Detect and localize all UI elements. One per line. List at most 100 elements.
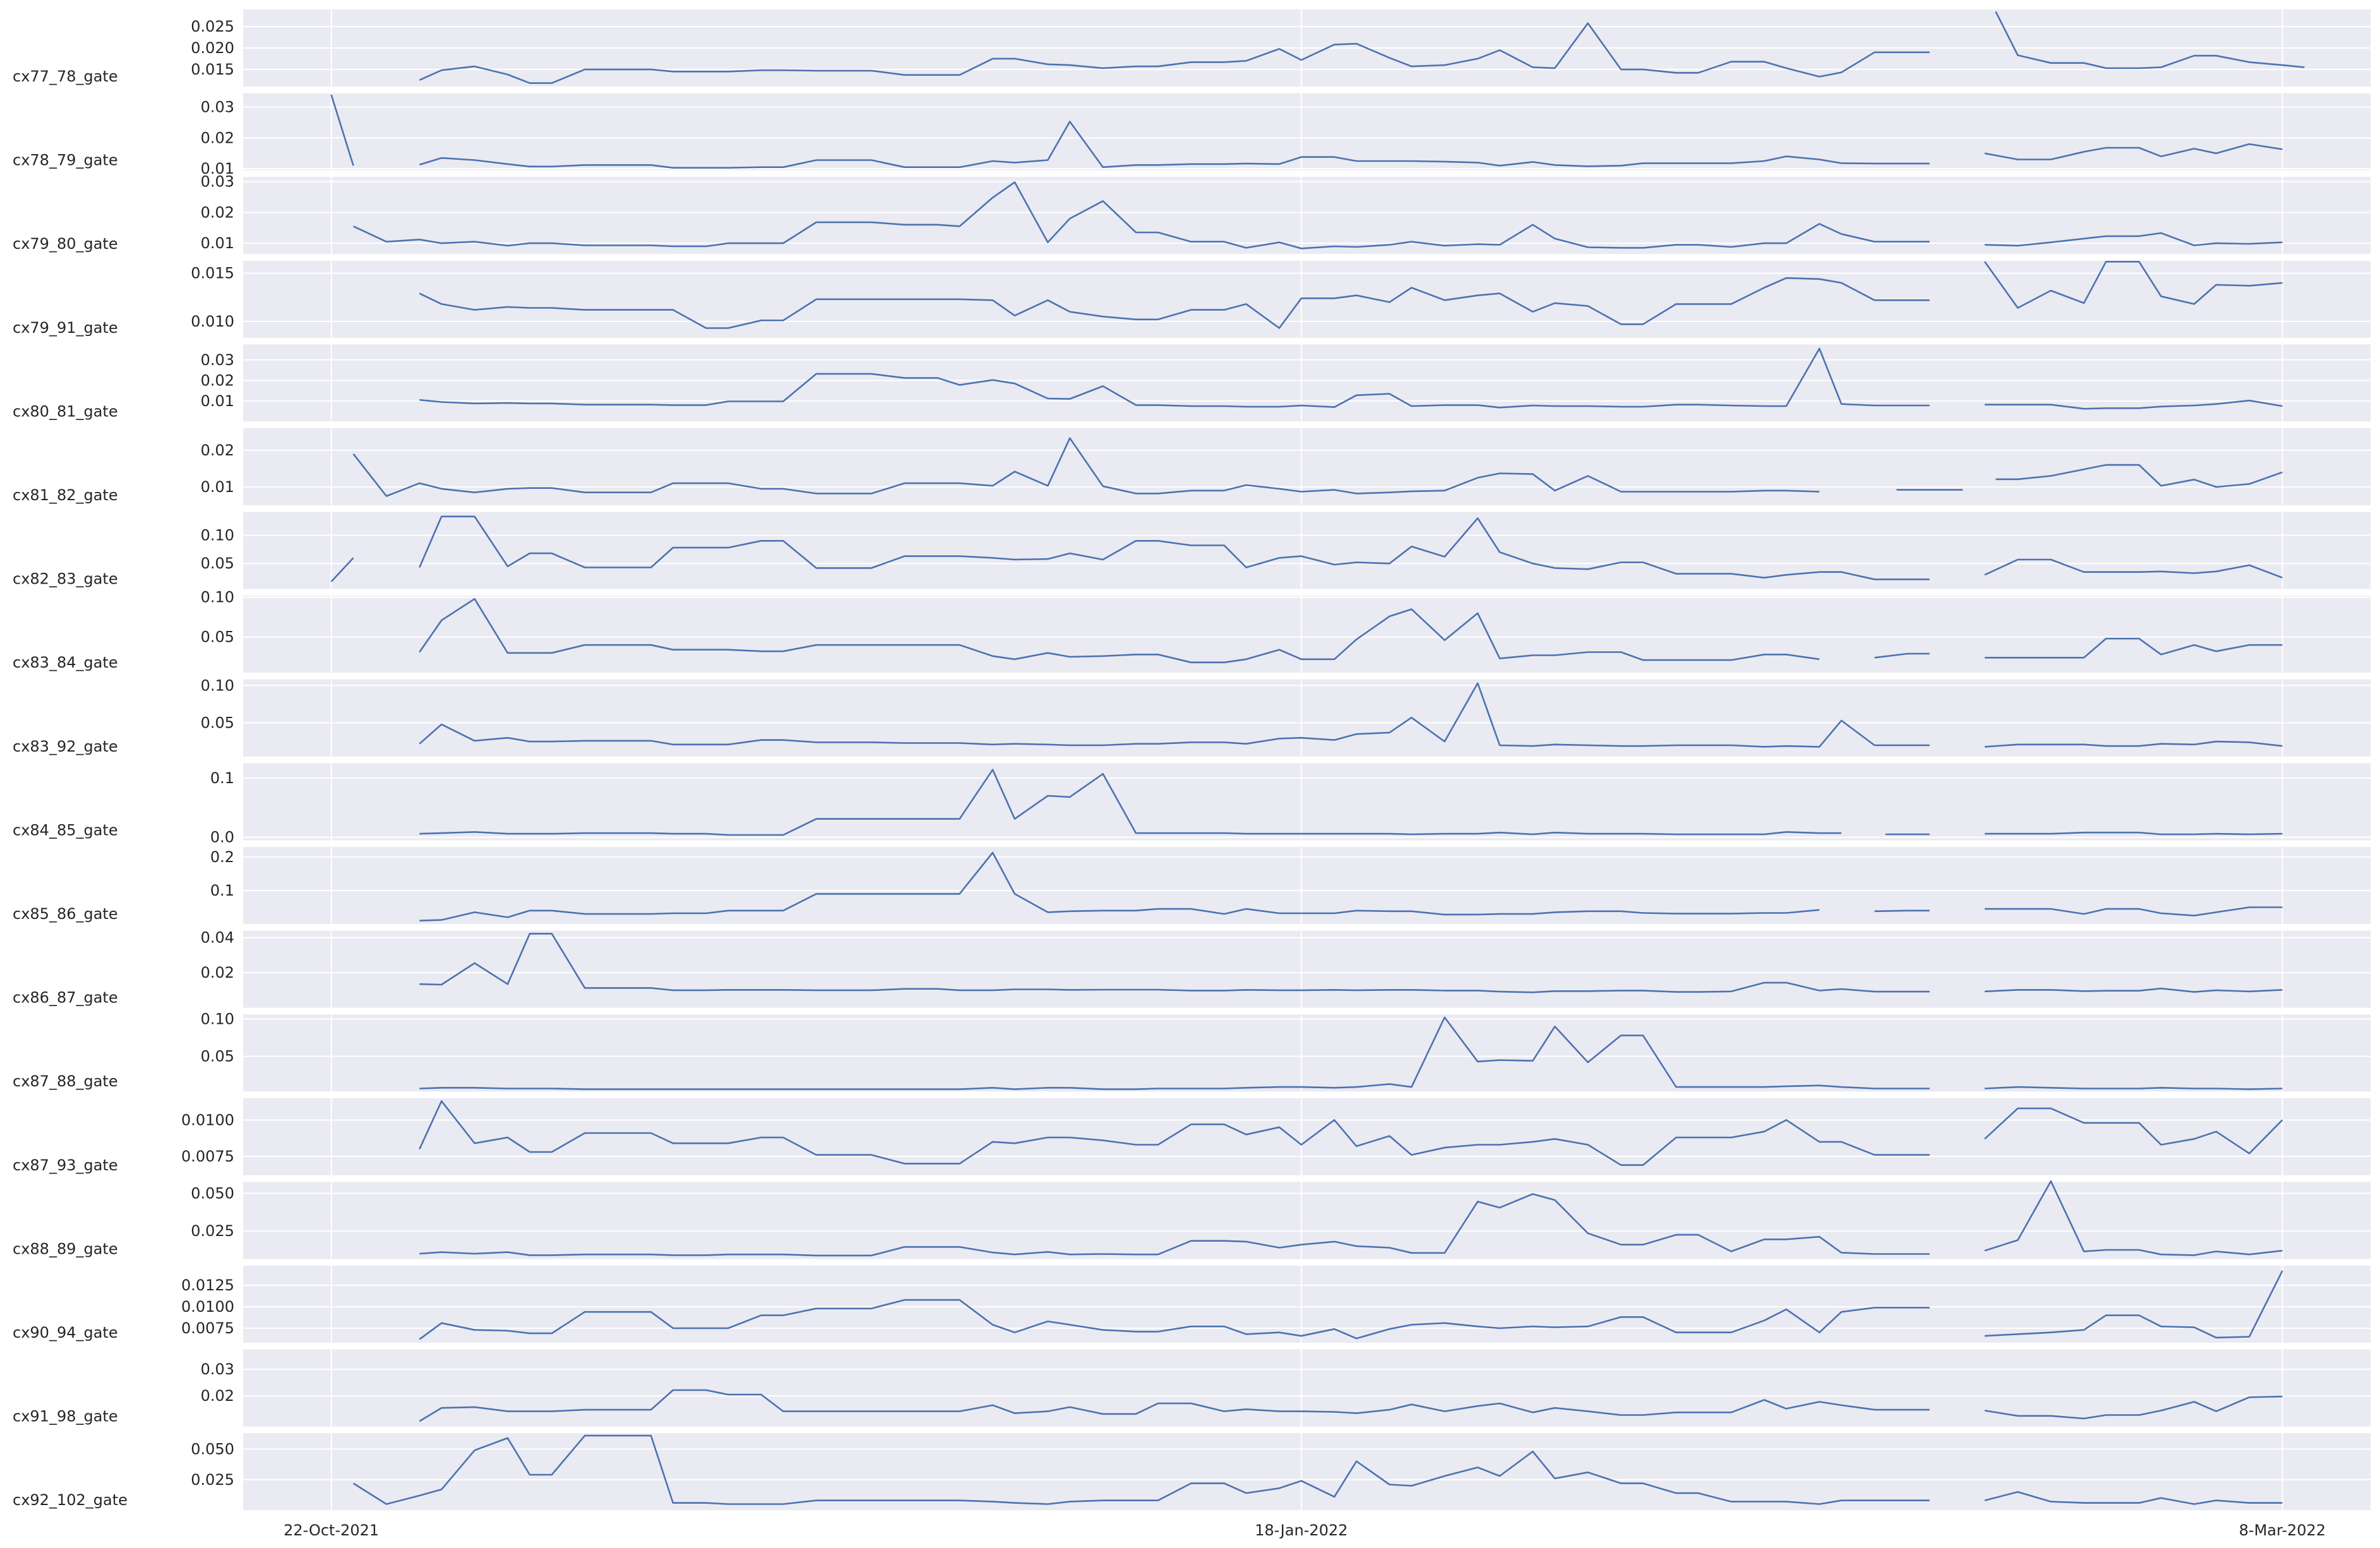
panel-background — [243, 930, 2371, 1008]
panel-cx83_92_gate: 0.05 0.10 cx83_92_gate — [13, 676, 2371, 757]
panel-background — [243, 1266, 2371, 1343]
series-line — [330, 94, 2283, 169]
series-label: cx83_84_gate — [13, 654, 118, 671]
panel-background — [243, 260, 2371, 338]
y-tick-label: 0.0075 — [181, 1319, 234, 1337]
series-label: cx92_102_gate — [13, 1491, 128, 1509]
panel-cx90_94_gate: 0.0075 0.0100 0.0125 cx90_94_gate — [13, 1266, 2371, 1343]
panel-cx77_78_gate: 0.015 0.020 0.025 cx77_78_gate — [13, 9, 2371, 87]
panel-cx87_93_gate: 0.0075 0.0100 cx87_93_gate — [13, 1098, 2371, 1175]
series-line — [419, 1016, 2283, 1090]
panel-background — [243, 596, 2371, 673]
y-tick-label: 0.02 — [201, 441, 234, 459]
series-line — [419, 1180, 2283, 1257]
series-label: cx80_81_gate — [13, 402, 118, 420]
x-tick-label: 22-Oct-2021 — [284, 1521, 379, 1539]
y-tick-label: 0.0 — [210, 829, 234, 846]
panel-background — [243, 763, 2371, 841]
y-tick-label: 0.02 — [201, 1387, 234, 1405]
series-line — [419, 769, 2283, 836]
y-tick-label: 0.10 — [201, 676, 234, 694]
panel-cx87_88_gate: 0.05 0.10 cx87_88_gate — [13, 1010, 2371, 1092]
y-tick-label: 0.01 — [201, 478, 234, 496]
series-line — [419, 933, 2283, 993]
series-line — [419, 261, 2283, 329]
series-label: cx90_94_gate — [13, 1324, 118, 1341]
y-tick-label: 0.05 — [201, 714, 234, 731]
y-tick-label: 0.025 — [191, 18, 234, 35]
series-label: cx87_93_gate — [13, 1156, 118, 1174]
panel-background — [243, 344, 2371, 422]
y-tick-label: 0.03 — [201, 99, 234, 116]
series-label: cx83_92_gate — [13, 738, 118, 755]
y-tick-label: 0.01 — [201, 234, 234, 252]
series-line — [419, 347, 2283, 410]
y-tick-label: 0.010 — [191, 313, 234, 330]
y-tick-label: 0.05 — [201, 555, 234, 572]
x-axis: 22-Oct-2021 18-Jan-2022 8-Mar-2022 — [284, 1521, 2326, 1539]
y-tick-label: 0.03 — [201, 1360, 234, 1378]
series-line — [419, 11, 2305, 84]
panel-cx78_79_gate: 0.01 0.02 0.03 cx78_79_gate — [13, 93, 2371, 177]
series-line — [419, 682, 2283, 748]
panel-cx83_84_gate: 0.05 0.10 cx83_84_gate — [13, 589, 2371, 673]
y-tick-label: 0.1 — [210, 769, 234, 787]
series-label: cx84_85_gate — [13, 821, 118, 839]
panel-background — [243, 847, 2371, 924]
y-tick-label: 0.1 — [210, 882, 234, 899]
y-tick-label: 0.2 — [210, 848, 234, 866]
panel-cx86_87_gate: 0.02 0.04 cx86_87_gate — [13, 929, 2371, 1008]
panel-background — [243, 1182, 2371, 1259]
y-tick-label: 0.020 — [191, 39, 234, 57]
y-tick-label: 0.05 — [201, 628, 234, 646]
panel-background — [243, 1349, 2371, 1427]
x-tick-label: 8-Mar-2022 — [2239, 1521, 2326, 1539]
y-tick-label: 0.10 — [201, 526, 234, 544]
y-tick-label: 0.10 — [201, 1010, 234, 1028]
y-tick-label: 0.04 — [201, 929, 234, 947]
y-tick-label: 0.03 — [201, 173, 234, 191]
series-label: cx86_87_gate — [13, 989, 118, 1007]
panel-background — [243, 177, 2371, 255]
series-label: cx88_89_gate — [13, 1240, 118, 1257]
series-line — [353, 181, 2283, 249]
panel-background — [243, 512, 2371, 589]
panel-cx91_98_gate: 0.02 0.03 cx91_98_gate — [13, 1349, 2371, 1427]
x-tick-label: 18-Jan-2022 — [1255, 1521, 1348, 1539]
y-tick-label: 0.050 — [191, 1440, 234, 1458]
series-line — [419, 597, 2283, 664]
y-tick-label: 0.050 — [191, 1184, 234, 1202]
panel-cx79_91_gate: 0.010 0.015 cx79_91_gate — [13, 260, 2371, 338]
y-tick-label: 0.0125 — [181, 1276, 234, 1294]
panels: 0.015 0.020 0.025 cx77_78_gate 0.01 0.02 0.03 c… — [13, 9, 2371, 1511]
y-tick-label: 0.02 — [201, 129, 234, 147]
y-tick-label: 0.01 — [201, 392, 234, 410]
y-tick-label: 0.05 — [201, 1048, 234, 1065]
series-line — [419, 1100, 2283, 1166]
series-line — [352, 437, 2283, 497]
y-tick-label: 0.025 — [191, 1471, 234, 1489]
panel-background — [243, 679, 2371, 757]
series-label: cx87_88_gate — [13, 1072, 118, 1090]
y-tick-label: 0.10 — [201, 589, 234, 606]
series-label: cx82_83_gate — [13, 570, 118, 588]
panel-cx81_82_gate: 0.01 0.02 cx81_82_gate — [13, 428, 2371, 505]
y-tick-label: 0.025 — [191, 1222, 234, 1240]
y-tick-label: 0.015 — [191, 265, 234, 282]
y-tick-label: 0.015 — [191, 61, 234, 78]
series-line — [419, 1270, 2283, 1340]
y-tick-label: 0.0100 — [181, 1111, 234, 1129]
y-tick-label: 0.02 — [201, 964, 234, 981]
panel-cx92_102_gate: 0.025 0.050 cx92_102_gate — [13, 1433, 2371, 1511]
panel-cx82_83_gate: 0.05 0.10 cx82_83_gate — [13, 512, 2371, 589]
panel-background — [243, 1014, 2371, 1092]
series-label: cx78_79_gate — [13, 152, 118, 169]
series-label: cx81_82_gate — [13, 486, 118, 504]
series-line — [419, 1389, 2283, 1422]
y-tick-label: 0.01 — [201, 160, 234, 177]
y-tick-label: 0.02 — [201, 371, 234, 389]
y-tick-label: 0.0100 — [181, 1298, 234, 1316]
series-line — [352, 1434, 2283, 1505]
panel-background — [243, 1098, 2371, 1175]
